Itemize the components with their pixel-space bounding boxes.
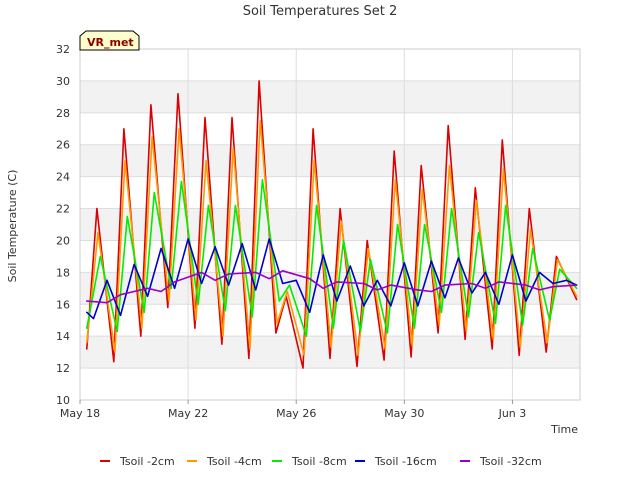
legend-label: Tsoil -4cm: [206, 455, 262, 468]
legend-label: Tsoil -16cm: [374, 455, 437, 468]
y-tick-label: 26: [56, 139, 70, 152]
plot-background-bands: [80, 49, 580, 400]
series-line-2: [86, 120, 578, 357]
x-tick-label: May 26: [276, 407, 316, 420]
y-axis-ticks: 10 12 14 16 18 20 22 24 26 28 30 32: [56, 43, 70, 407]
legend: Tsoil -2cm Tsoil -4cm Tsoil -8cm Tsoil -16c…: [100, 455, 542, 468]
vr-met-annotation: VR_met: [79, 30, 140, 51]
y-tick-label: 32: [56, 43, 70, 56]
y-tick-label: 12: [56, 362, 70, 375]
legend-item-2: Tsoil -4cm: [187, 455, 262, 468]
annotation-label: VR_met: [87, 36, 134, 49]
x-tick-label: May 18: [60, 407, 100, 420]
y-tick-label: 18: [56, 266, 70, 279]
legend-item-5: Tsoil -32cm: [460, 455, 542, 468]
series-line-1: [86, 80, 578, 369]
y-tick-label: 20: [56, 234, 70, 247]
background-band: [80, 208, 580, 241]
y-tick-label: 10: [56, 394, 70, 407]
legend-item-3: Tsoil -8cm: [272, 455, 347, 468]
x-tick-label: Jun 3: [498, 407, 527, 420]
background-band: [80, 80, 580, 113]
legend-label: Tsoil -8cm: [291, 455, 347, 468]
background-band: [80, 144, 580, 177]
plot-frame: [79, 48, 581, 401]
series-line-4: [86, 238, 578, 320]
y-tick-label: 14: [56, 330, 70, 343]
y-tick-label: 30: [56, 75, 70, 88]
series-line-5: [86, 269, 578, 304]
x-tick-label: May 30: [384, 407, 424, 420]
legend-item-4: Tsoil -16cm: [355, 455, 437, 468]
legend-label: Tsoil -32cm: [479, 455, 542, 468]
x-tick-label: May 22: [168, 407, 208, 420]
y-tick-label: 28: [56, 107, 70, 120]
y-axis-label: Soil Temperature (C): [6, 170, 19, 283]
series-lines: [86, 80, 578, 369]
legend-label: Tsoil -2cm: [119, 455, 175, 468]
y-tick-label: 16: [56, 298, 70, 311]
x-axis-ticks: May 18 May 22 May 26 May 30 Jun 3: [60, 400, 526, 420]
y-tick-label: 24: [56, 171, 70, 184]
legend-item-1: Tsoil -2cm: [100, 455, 175, 468]
chart-title: Soil Temperatures Set 2: [243, 4, 398, 19]
y-tick-label: 22: [56, 203, 70, 216]
annotation-box: [79, 30, 140, 51]
series-line-3: [86, 179, 578, 338]
x-axis-label: Time: [550, 423, 578, 436]
